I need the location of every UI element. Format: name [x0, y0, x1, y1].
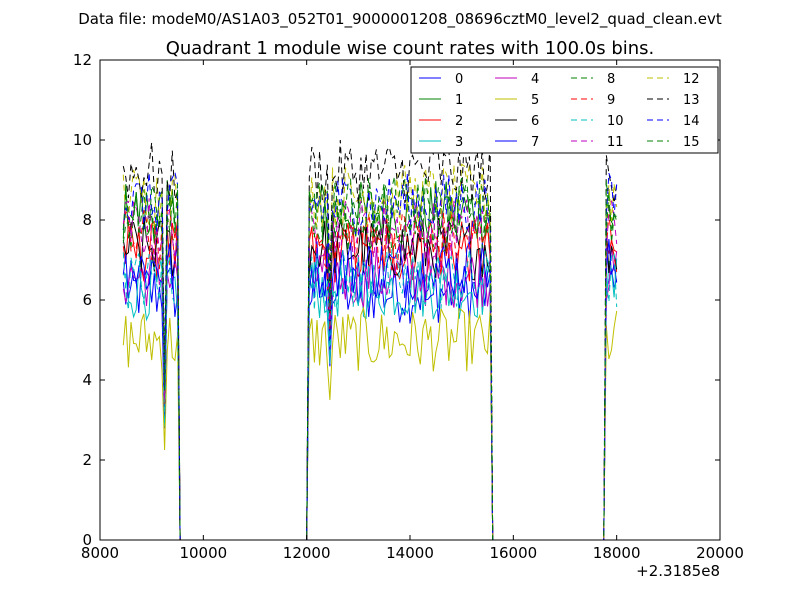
data-file-label: Data file: modeM0/AS1A03_052T01_90000012… [78, 10, 722, 29]
x-tick-label-1: 10000 [179, 544, 227, 562]
axes-layer: 8000 10000 12000 14000 16000 18000 20000 0 2 4 6 8 1… [73, 51, 744, 562]
legend-label-8: 8 [607, 72, 615, 87]
legend-label-13: 13 [683, 93, 700, 108]
legend-label-6: 6 [531, 114, 539, 129]
legend-label-1: 1 [455, 93, 463, 108]
series-line-15 [122, 176, 618, 541]
series-line-13 [122, 139, 618, 541]
legend-label-10: 10 [607, 114, 624, 129]
series-line-0 [122, 260, 618, 541]
series-line-9 [122, 209, 618, 541]
series-line-10 [122, 249, 618, 541]
y-tick-label-4: 8 [82, 211, 92, 229]
legend-label-5: 5 [531, 93, 539, 108]
legend-label-0: 0 [455, 72, 463, 87]
legend-label-7: 7 [531, 135, 539, 150]
legend-label-15: 15 [683, 135, 700, 150]
y-tick-label-0: 0 [82, 531, 92, 549]
x-tick-label-6: 20000 [696, 544, 744, 562]
y-tick-label-2: 4 [82, 371, 92, 389]
series-line-14 [122, 170, 618, 541]
series-line-11 [122, 197, 618, 541]
x-tick-label-0: 8000 [81, 544, 119, 562]
x-tick-label-2: 12000 [283, 544, 331, 562]
y-tick-label-5: 10 [73, 131, 92, 149]
x-tick-label-3: 14000 [386, 544, 434, 562]
legend-label-9: 9 [607, 93, 615, 108]
legend-label-4: 4 [531, 72, 539, 87]
series-line-1 [122, 180, 617, 541]
series-layer [122, 139, 618, 541]
x-tick-label-5: 18000 [593, 544, 641, 562]
chart-title: Quadrant 1 module wise count rates with … [166, 38, 655, 59]
series-line-5 [122, 306, 618, 541]
y-tick-label-1: 2 [82, 451, 92, 469]
legend-label-2: 2 [455, 114, 463, 129]
x-axis-offset-label: +2.3185e8 [636, 562, 720, 580]
x-tick-label-4: 16000 [489, 544, 537, 562]
legend-box [410, 66, 719, 154]
legend-label-12: 12 [683, 72, 700, 87]
y-tick-label-6: 12 [73, 51, 92, 69]
y-tick-label-3: 6 [82, 291, 92, 309]
legend-label-14: 14 [683, 114, 700, 129]
legend-label-3: 3 [455, 135, 463, 150]
legend-label-11: 11 [607, 135, 624, 150]
